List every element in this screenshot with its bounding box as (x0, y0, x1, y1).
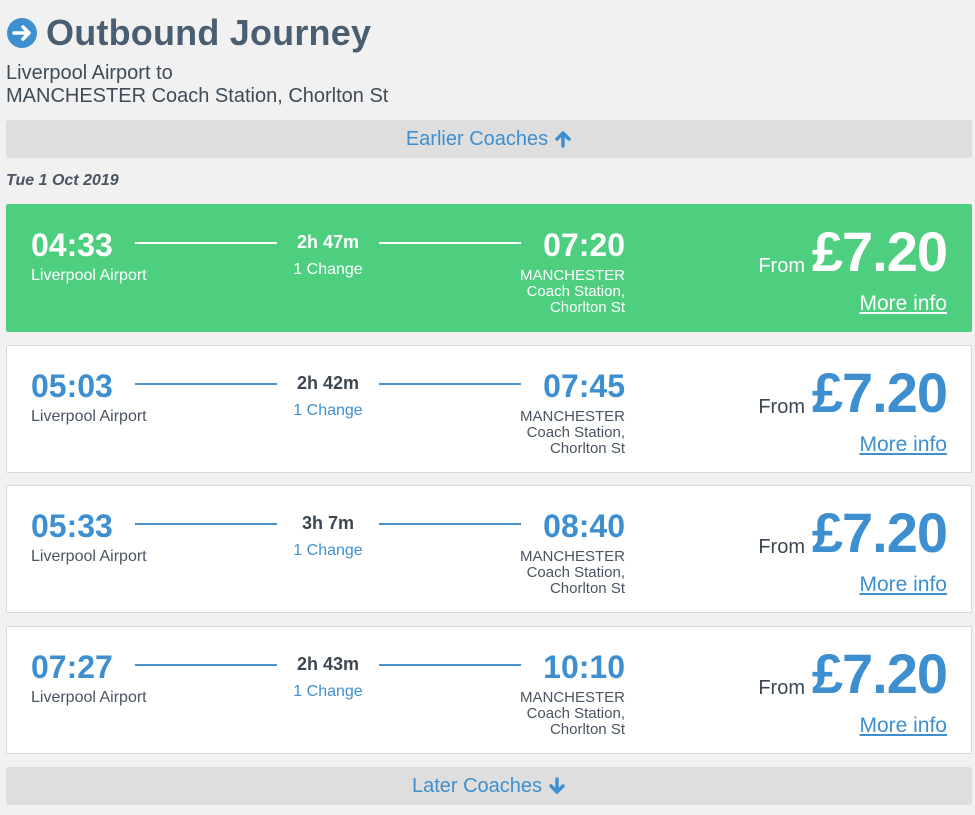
price-from-label: From (758, 536, 805, 558)
route-description: Liverpool Airport to MANCHESTER Coach St… (6, 62, 388, 108)
earlier-coaches-button[interactable]: Earlier Coaches (6, 120, 972, 158)
page-header: Outbound Journey (6, 8, 371, 58)
departure-stop: Liverpool Airport (31, 548, 147, 565)
journey-card[interactable]: 04:33 Liverpool Airport 2h 47m 1 Change … (6, 204, 972, 332)
arrival-stop-line: Coach Station, (526, 564, 625, 581)
arrival-stop-line: MANCHESTER (519, 408, 625, 425)
arrival-stop: MANCHESTER Coach Station, Chorlton St (425, 549, 625, 597)
departure-stop: Liverpool Airport (31, 267, 147, 284)
more-info-link[interactable]: More info (859, 292, 947, 315)
route-line (135, 383, 277, 385)
departure-stop: Liverpool Airport (31, 408, 147, 425)
route-line (379, 383, 521, 385)
price-from-label: From (758, 677, 805, 699)
arrival-stop-line: Coach Station, (526, 424, 625, 441)
journey-card[interactable]: 05:33 Liverpool Airport 3h 7m 1 Change 0… (6, 485, 972, 613)
more-info-link[interactable]: More info (859, 573, 947, 596)
arrival-stop: MANCHESTER Coach Station, Chorlton St (425, 409, 625, 457)
arrival-time: 07:20 (543, 227, 625, 263)
journey-duration: 2h 43m (296, 654, 360, 674)
price-from-label: From (758, 396, 805, 418)
more-info-link[interactable]: More info (859, 433, 947, 456)
arrival-stop-line: Chorlton St (549, 721, 625, 738)
arrow-right-circle-icon (7, 18, 37, 48)
route-line (135, 523, 277, 525)
price: £7.20 (811, 642, 948, 705)
later-coaches-label: Later Coaches (411, 774, 543, 797)
route-line (135, 242, 277, 244)
departure-time: 05:03 (31, 368, 113, 404)
arrival-time: 08:40 (543, 508, 625, 544)
arrival-stop: MANCHESTER Coach Station, Chorlton St (425, 690, 625, 738)
arrow-up-icon (555, 131, 571, 148)
more-info-link[interactable]: More info (859, 714, 947, 737)
route-line (135, 664, 277, 666)
journey-duration: 2h 47m (296, 232, 360, 252)
arrival-time: 10:10 (543, 649, 625, 685)
departure-time: 05:33 (31, 508, 113, 544)
route-line (379, 242, 521, 244)
route-destination: MANCHESTER Coach Station, Chorlton St (6, 85, 389, 107)
arrival-stop-line: Coach Station, (526, 283, 625, 300)
arrival-stop-line: MANCHESTER (519, 689, 625, 706)
arrival-stop-line: Chorlton St (549, 440, 625, 457)
page-title: Outbound Journey (46, 12, 372, 53)
arrow-down-icon (549, 777, 565, 794)
price: £7.20 (811, 220, 948, 283)
route-line (379, 664, 521, 666)
arrival-stop-line: MANCHESTER (519, 548, 625, 565)
journey-duration: 3h 7m (301, 513, 355, 533)
arrival-stop-line: MANCHESTER (519, 267, 625, 284)
journey-card[interactable]: 05:03 Liverpool Airport 2h 42m 1 Change … (6, 345, 972, 473)
price-from-label: From (758, 255, 805, 277)
price: £7.20 (811, 501, 948, 564)
departure-stop: Liverpool Airport (31, 689, 147, 706)
journey-date: Tue 1 Oct 2019 (6, 172, 119, 189)
journey-changes: 1 Change (293, 261, 363, 278)
earlier-coaches-label: Earlier Coaches (405, 127, 549, 150)
arrival-stop-line: Chorlton St (549, 299, 625, 316)
journey-duration: 2h 42m (296, 373, 360, 393)
later-coaches-button[interactable]: Later Coaches (6, 767, 972, 805)
route-origin: Liverpool Airport to (6, 62, 173, 84)
price: £7.20 (811, 361, 948, 424)
journey-changes: 1 Change (293, 402, 363, 419)
route-line (379, 523, 521, 525)
arrival-stop: MANCHESTER Coach Station, Chorlton St (425, 268, 625, 316)
journey-changes: 1 Change (293, 683, 363, 700)
arrival-stop-line: Coach Station, (526, 705, 625, 722)
arrival-time: 07:45 (543, 368, 625, 404)
journey-changes: 1 Change (293, 542, 363, 559)
departure-time: 04:33 (31, 227, 113, 263)
arrival-stop-line: Chorlton St (549, 580, 625, 597)
journey-card[interactable]: 07:27 Liverpool Airport 2h 43m 1 Change … (6, 626, 972, 754)
departure-time: 07:27 (31, 649, 113, 685)
